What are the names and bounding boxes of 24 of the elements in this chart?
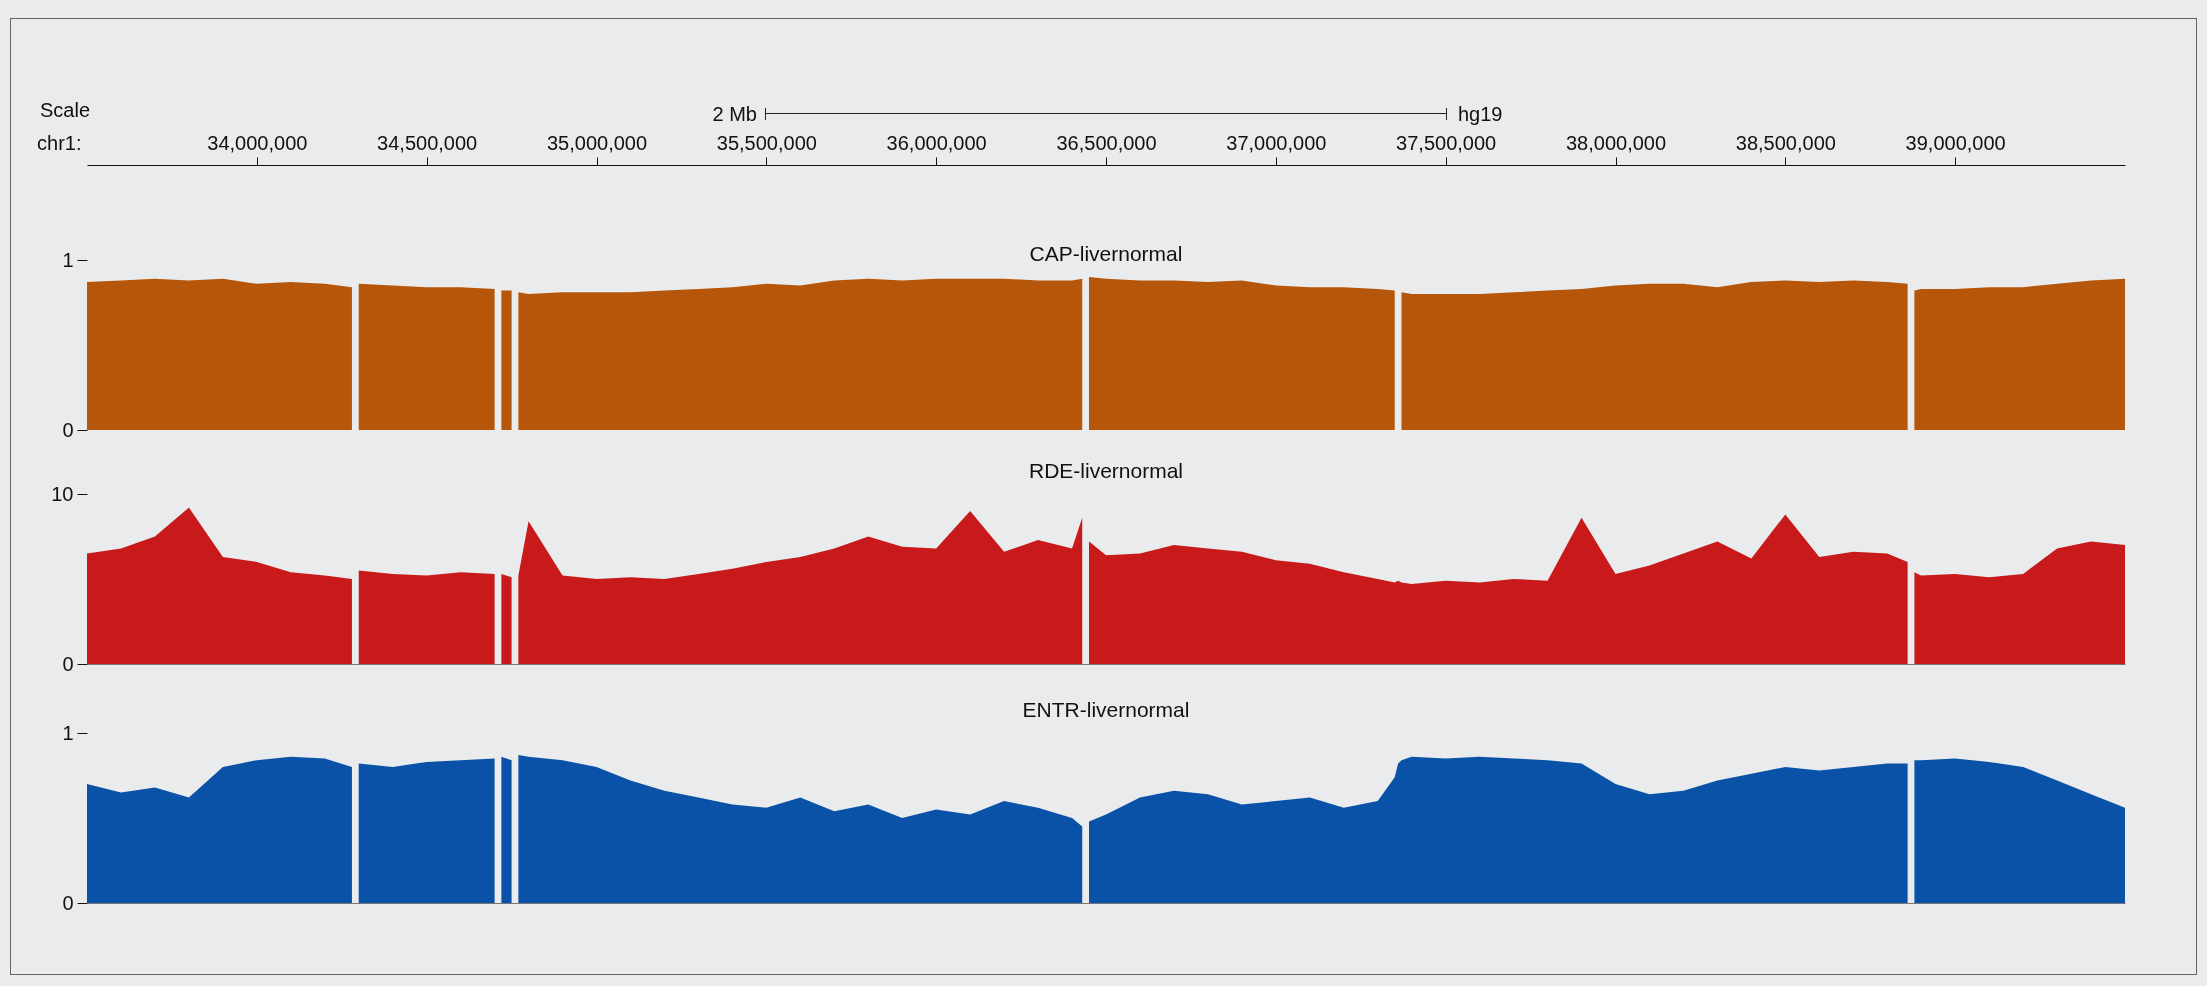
text: Scale <box>40 99 91 122</box>
chart-title: ENTR-livernormal <box>1022 698 1190 721</box>
x-tick-label: 37,000,000 <box>1226 131 1327 154</box>
x-tick-label: 34,000,000 <box>207 131 308 154</box>
x-tick-label: 35,000,000 <box>546 131 648 154</box>
x-tick-label: 39,000,000 <box>1905 131 2006 154</box>
text: hg19 <box>1458 103 1503 126</box>
x-tick-label: 36,500,000 <box>1056 131 1157 154</box>
x-tick-label: 35,500,000 <box>716 131 817 154</box>
x-tick-label: 38,500,000 <box>1735 131 1836 154</box>
y-tick-label: 0 <box>62 891 74 914</box>
x-tick-label: 38,000,000 <box>1565 131 1667 154</box>
x-axis-title: chr1: <box>37 131 82 154</box>
y-tick-label: 0 <box>62 418 74 441</box>
x-tick-label: 37,500,000 <box>1396 131 1497 154</box>
y-tick-label: 1 <box>62 248 74 271</box>
x-tick-label: 36,000,000 <box>886 131 987 154</box>
text: 2 Mb <box>712 103 757 126</box>
x-tick-label: 34,500,000 <box>377 131 478 154</box>
y-tick-label: 10 <box>51 482 74 505</box>
chart-title: CAP-livernormal <box>1029 242 1183 265</box>
y-tick-label: 1 <box>62 721 74 744</box>
y-tick-label: 0 <box>62 652 74 675</box>
chart-title: RDE-livernormal <box>1028 459 1184 482</box>
